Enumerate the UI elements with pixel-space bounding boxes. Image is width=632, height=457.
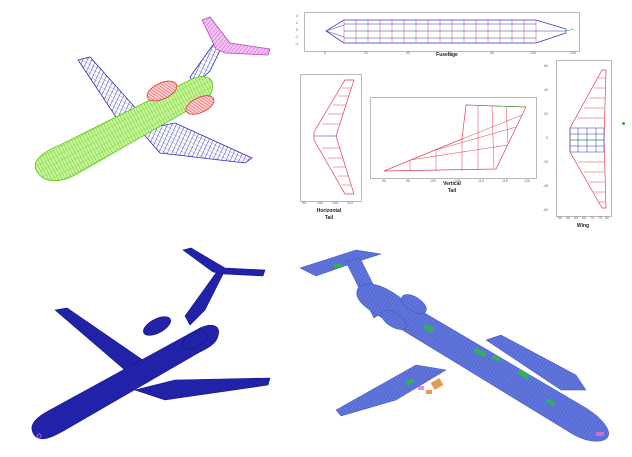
fuselage-x-tick: 0 xyxy=(324,51,326,55)
fuselage-x-tick: 80 xyxy=(490,51,494,55)
horizontal-tail-x-tick: 105 xyxy=(332,201,338,205)
stress-result-panel xyxy=(296,240,626,445)
vertical-tail-x-tick: 95 xyxy=(406,179,410,183)
horizontal-tail-caption-line2: Tail xyxy=(324,215,334,221)
fuselage-outline xyxy=(325,19,567,44)
green-marker xyxy=(622,122,625,125)
stress-hotspots-orange xyxy=(426,378,444,394)
stress-fuselage xyxy=(356,283,609,442)
vertical-tail-outline xyxy=(383,104,527,172)
wing-y-tick: 40 xyxy=(544,88,548,92)
vertical-tail-root xyxy=(465,104,527,108)
fuselage-plot: 4 2 0 -2 -4 0 20 40 60 80 100 120 Fusela… xyxy=(292,8,580,60)
stress-horizontal-tail xyxy=(299,249,382,277)
horizontal-tail-x-tick: 95 xyxy=(302,201,306,205)
wing-x-tick: 70 xyxy=(590,216,594,220)
fuselage-x-tick: 40 xyxy=(406,51,410,55)
stress-result-drawing xyxy=(299,249,609,442)
wing-x-tick: 50 xyxy=(558,216,562,220)
wing-x-tick: 80 xyxy=(605,216,609,220)
fuselage-y-tick: 0 xyxy=(296,28,298,32)
fuselage-y-tick: 2 xyxy=(296,21,298,25)
vertical-tail-x-tick: 120 xyxy=(524,179,530,183)
wing-y-tick: 60 xyxy=(544,64,548,68)
stress-hotspots-green xyxy=(334,264,556,407)
stress-hotspots-pink xyxy=(418,386,604,436)
wing-x-tick: 60 xyxy=(574,216,578,220)
horizontal-tail-x-tick: 110 xyxy=(347,201,353,205)
fuselage-x-tick: 120 xyxy=(570,51,576,55)
wing-x-tick: 75 xyxy=(598,216,602,220)
fuselage-y-tick: -4 xyxy=(295,42,299,46)
vertical-tail-plot: 90 95 100 105 110 115 120 Vertical Tail xyxy=(366,93,538,198)
wing-x-tick: 65 xyxy=(582,216,586,220)
horizontal-tail-outline xyxy=(313,79,355,195)
fuselage-tail-cone xyxy=(565,28,575,32)
stress-upper-wing xyxy=(485,334,587,391)
wireframe-aircraft-drawing xyxy=(34,16,271,182)
wing-mesh xyxy=(569,69,607,209)
horizontal-tail-mesh xyxy=(313,79,355,195)
fem-fuselage xyxy=(31,324,219,440)
fuselage-nose-fan xyxy=(325,19,345,44)
wireframe-horizontal-tail xyxy=(201,16,271,56)
vertical-tail-x-tick: 100 xyxy=(430,179,436,183)
wing-outline xyxy=(569,69,607,209)
wing-plot: 60 40 20 0 -20 -40 -60 50 55 60 65 70 75… xyxy=(540,58,612,238)
stress-engine-upper xyxy=(401,294,427,314)
fuselage-y-tick: -2 xyxy=(295,35,299,39)
stress-engine-lower xyxy=(381,310,407,330)
wing-y-tick: -40 xyxy=(543,184,549,188)
fem-horizontal-tail xyxy=(182,247,266,277)
wireframe-engine-lower xyxy=(185,95,215,115)
horizontal-tail-x-tick: 100 xyxy=(317,201,323,205)
fuselage-x-tick: 100 xyxy=(530,51,536,55)
fem-engine-lower xyxy=(181,330,209,350)
horizontal-tail-frame xyxy=(300,74,362,202)
wing-frame xyxy=(556,60,612,217)
fuselage-mesh xyxy=(325,19,575,44)
vertical-tail-mesh xyxy=(383,104,527,172)
vertical-tail-caption-line2: Tail xyxy=(447,188,457,194)
wing-caption: Wing xyxy=(576,223,590,229)
wing-y-tick: -60 xyxy=(543,208,549,212)
vertical-tail-x-tick: 105 xyxy=(454,179,460,183)
fuselage-caption: Fuselage xyxy=(436,52,458,58)
horizontal-tail-plot: 95 100 105 110 Horizontal Tail xyxy=(292,70,366,232)
fem-right-wing xyxy=(133,377,271,401)
fem-vertical-tail xyxy=(184,265,226,326)
wing-y-tick: 0 xyxy=(546,136,548,140)
fem-nose-marker xyxy=(36,433,42,439)
fem-mesh-panel xyxy=(25,240,280,445)
wing-x-tick: 55 xyxy=(566,216,570,220)
stress-lower-wing xyxy=(335,364,447,417)
wireframe-engine-upper xyxy=(146,80,178,102)
wireframe-aircraft-panel xyxy=(20,5,285,205)
horizontal-tail-caption-line1: Horizontal xyxy=(316,208,342,214)
fuselage-x-tick: 60 xyxy=(448,51,452,55)
fem-mesh-drawing xyxy=(31,247,271,440)
wing-y-tick: 20 xyxy=(544,112,548,116)
wing-y-tick: -20 xyxy=(543,160,549,164)
vertical-tail-x-tick: 110 xyxy=(478,179,484,183)
fuselage-plot-frame xyxy=(304,12,580,52)
vertical-tail-caption-line1: Vertical xyxy=(443,181,461,187)
fuselage-y-tick: 4 xyxy=(296,14,298,18)
vertical-tail-x-tick: 115 xyxy=(502,179,508,183)
wireframe-fuselage xyxy=(34,76,213,182)
vertical-tail-x-tick: 90 xyxy=(382,179,386,183)
fuselage-x-tick: 20 xyxy=(364,51,368,55)
fem-left-wing xyxy=(54,307,151,371)
wireframe-right-wing xyxy=(139,122,253,164)
fem-engine-upper xyxy=(143,316,171,336)
